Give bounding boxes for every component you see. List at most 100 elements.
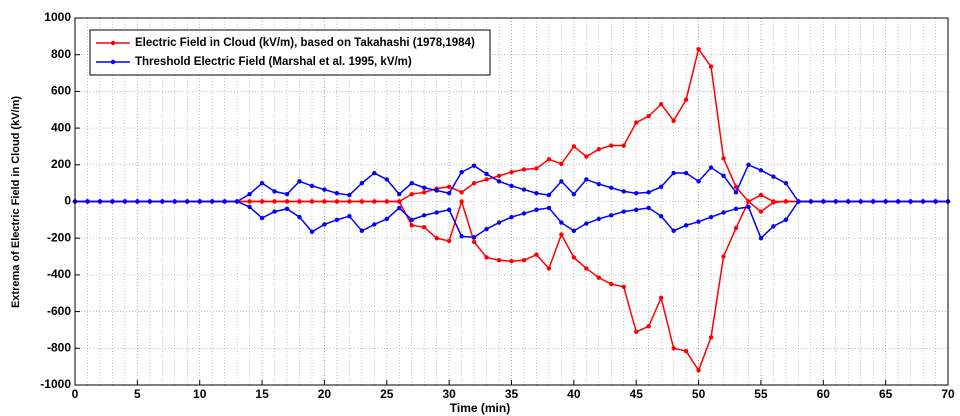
- data-point: [796, 199, 801, 204]
- data-point: [297, 199, 302, 204]
- data-point: [771, 174, 776, 179]
- data-point: [309, 199, 315, 204]
- data-point: [833, 199, 838, 204]
- data-point: [683, 170, 689, 176]
- data-point: [471, 180, 477, 186]
- data-point: [459, 234, 464, 239]
- data-point: [160, 199, 165, 204]
- x-axis-label: Time (min): [450, 401, 510, 415]
- data-point: [372, 222, 377, 227]
- data-point: [459, 169, 464, 175]
- data-point: [771, 200, 776, 205]
- x-tick-label: 40: [567, 387, 581, 401]
- data-point: [272, 209, 277, 214]
- data-point: [534, 252, 539, 257]
- data-point: [721, 210, 726, 215]
- y-tick-label: -600: [47, 304, 71, 318]
- y-tick-label: -400: [47, 267, 71, 281]
- data-point: [397, 205, 402, 211]
- legend-box: [89, 29, 491, 76]
- data-point: [496, 179, 502, 184]
- data-point: [546, 205, 552, 211]
- data-point: [284, 206, 290, 212]
- data-point: [284, 199, 290, 204]
- data-point: [322, 187, 327, 192]
- data-point: [571, 228, 577, 234]
- x-tick-label: 65: [879, 387, 893, 401]
- data-point: [322, 222, 327, 227]
- data-point: [658, 295, 664, 301]
- data-point: [733, 184, 739, 190]
- data-point: [409, 223, 414, 228]
- data-point: [496, 173, 502, 179]
- data-point: [509, 183, 514, 189]
- data-point: [272, 199, 277, 204]
- data-point: [671, 346, 676, 351]
- data-point: [708, 64, 714, 69]
- x-tick-label: 55: [754, 387, 768, 401]
- data-point: [571, 255, 577, 260]
- data-point: [920, 199, 926, 204]
- data-point: [422, 185, 427, 190]
- data-point: [484, 177, 489, 182]
- data-point: [446, 207, 452, 212]
- data-point: [696, 179, 701, 184]
- data-point: [234, 199, 240, 204]
- data-point: [372, 170, 377, 176]
- data-point: [596, 181, 601, 187]
- data-point: [546, 266, 552, 271]
- data-point: [821, 199, 826, 204]
- data-point: [584, 177, 589, 182]
- data-point: [521, 167, 527, 172]
- data-point: [397, 191, 402, 197]
- data-point: [509, 258, 514, 264]
- data-point: [609, 185, 614, 190]
- data-point: [584, 154, 589, 159]
- data-point: [683, 97, 689, 102]
- x-tick-label: 20: [318, 387, 332, 401]
- data-point: [883, 199, 888, 204]
- data-point: [696, 219, 701, 224]
- data-point: [297, 214, 302, 220]
- data-point: [708, 165, 714, 170]
- data-point: [422, 213, 427, 218]
- y-tick-label: -800: [47, 340, 71, 354]
- data-point: [446, 191, 452, 196]
- data-point: [384, 177, 389, 182]
- x-tick-label: 5: [134, 387, 141, 401]
- data-point: [546, 192, 552, 198]
- data-point: [559, 179, 564, 184]
- data-point: [359, 228, 365, 234]
- y-tick-label: 400: [51, 120, 71, 134]
- y-tick-label: 600: [51, 84, 71, 98]
- y-tick-label: 200: [51, 157, 71, 171]
- data-point: [397, 199, 402, 204]
- data-point: [584, 221, 589, 226]
- data-point: [596, 275, 601, 280]
- data-point: [309, 229, 315, 234]
- data-point: [758, 209, 764, 214]
- data-point: [197, 199, 202, 204]
- x-tick-label: 0: [72, 387, 79, 401]
- data-point: [459, 199, 464, 204]
- data-point: [409, 191, 414, 197]
- x-tick-label: 10: [193, 387, 207, 401]
- x-tick-label: 50: [692, 387, 706, 401]
- data-point: [609, 213, 614, 218]
- data-point: [97, 199, 103, 204]
- data-point: [683, 348, 689, 354]
- data-point: [609, 281, 614, 287]
- data-point: [409, 180, 414, 186]
- data-point: [559, 220, 564, 225]
- data-point: [746, 199, 751, 204]
- data-point: [422, 224, 427, 230]
- legend-label: Threshold Electric Field (Marshal et al.…: [135, 56, 412, 68]
- data-point: [758, 168, 764, 173]
- data-point: [247, 199, 252, 204]
- data-point: [484, 171, 489, 177]
- data-point: [471, 239, 477, 245]
- data-point: [471, 235, 477, 240]
- data-point: [122, 199, 128, 204]
- x-tick-label: 25: [380, 387, 394, 401]
